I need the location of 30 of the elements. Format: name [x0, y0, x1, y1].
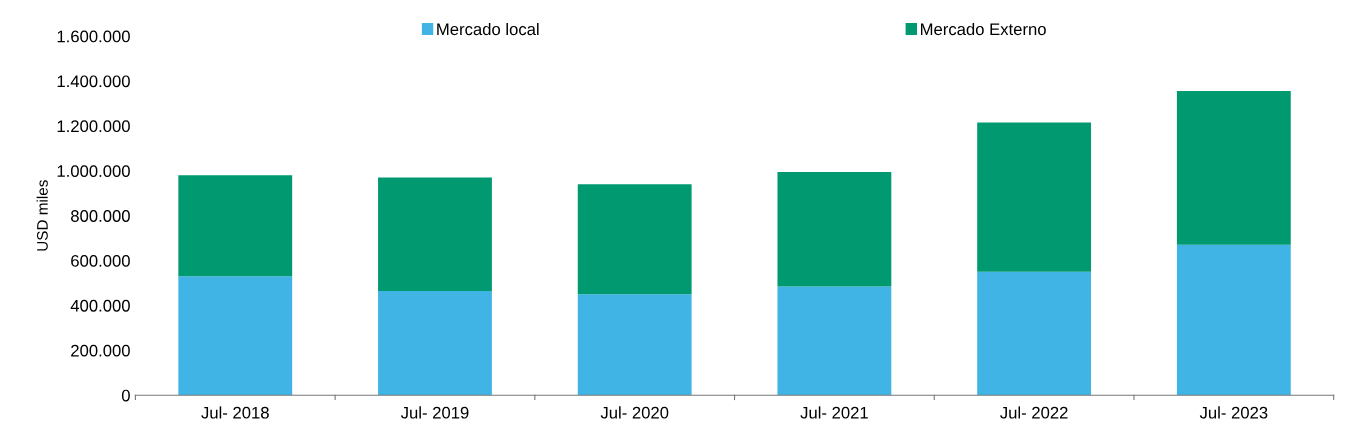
- y-tick-label: 1.600.000: [57, 30, 130, 43]
- x-tick-label: Jul- 2019: [400, 406, 469, 419]
- x-tick-label: Jul- 2018: [201, 406, 269, 419]
- bar: [577, 184, 692, 295]
- y-tick-label: 1.400.000: [57, 75, 130, 88]
- bar: [1176, 244, 1291, 396]
- bar: [977, 271, 1092, 396]
- legend-label: Mercado local: [437, 22, 539, 36]
- y-tick-label: 200.000: [71, 344, 130, 357]
- y-tick-label: 1.000.000: [57, 165, 130, 177]
- bar: [977, 122, 1092, 272]
- y-tick-label: 600.000: [71, 254, 130, 267]
- x-tick-label: Jul- 2022: [1000, 406, 1068, 419]
- x-tick-label: Jul- 2021: [800, 406, 868, 419]
- bar: [378, 290, 492, 396]
- bar: [378, 177, 492, 291]
- bar: [178, 175, 293, 277]
- bar: [777, 171, 892, 287]
- y-axis-title: USD miles: [36, 180, 48, 251]
- bar: [1176, 91, 1291, 245]
- bar: [178, 276, 293, 396]
- y-tick-label: 800.000: [71, 210, 130, 222]
- bar: [777, 286, 892, 396]
- x-tick-label: Jul- 2023: [1199, 406, 1268, 419]
- y-tick-label: 0: [121, 389, 130, 402]
- x-tick-label: Jul- 2020: [600, 406, 669, 419]
- y-tick-label: 400.000: [70, 299, 130, 312]
- legend-label: Mercado Externo: [921, 22, 1046, 36]
- bar: [577, 294, 692, 396]
- y-tick-label: 1.200.000: [57, 120, 130, 133]
